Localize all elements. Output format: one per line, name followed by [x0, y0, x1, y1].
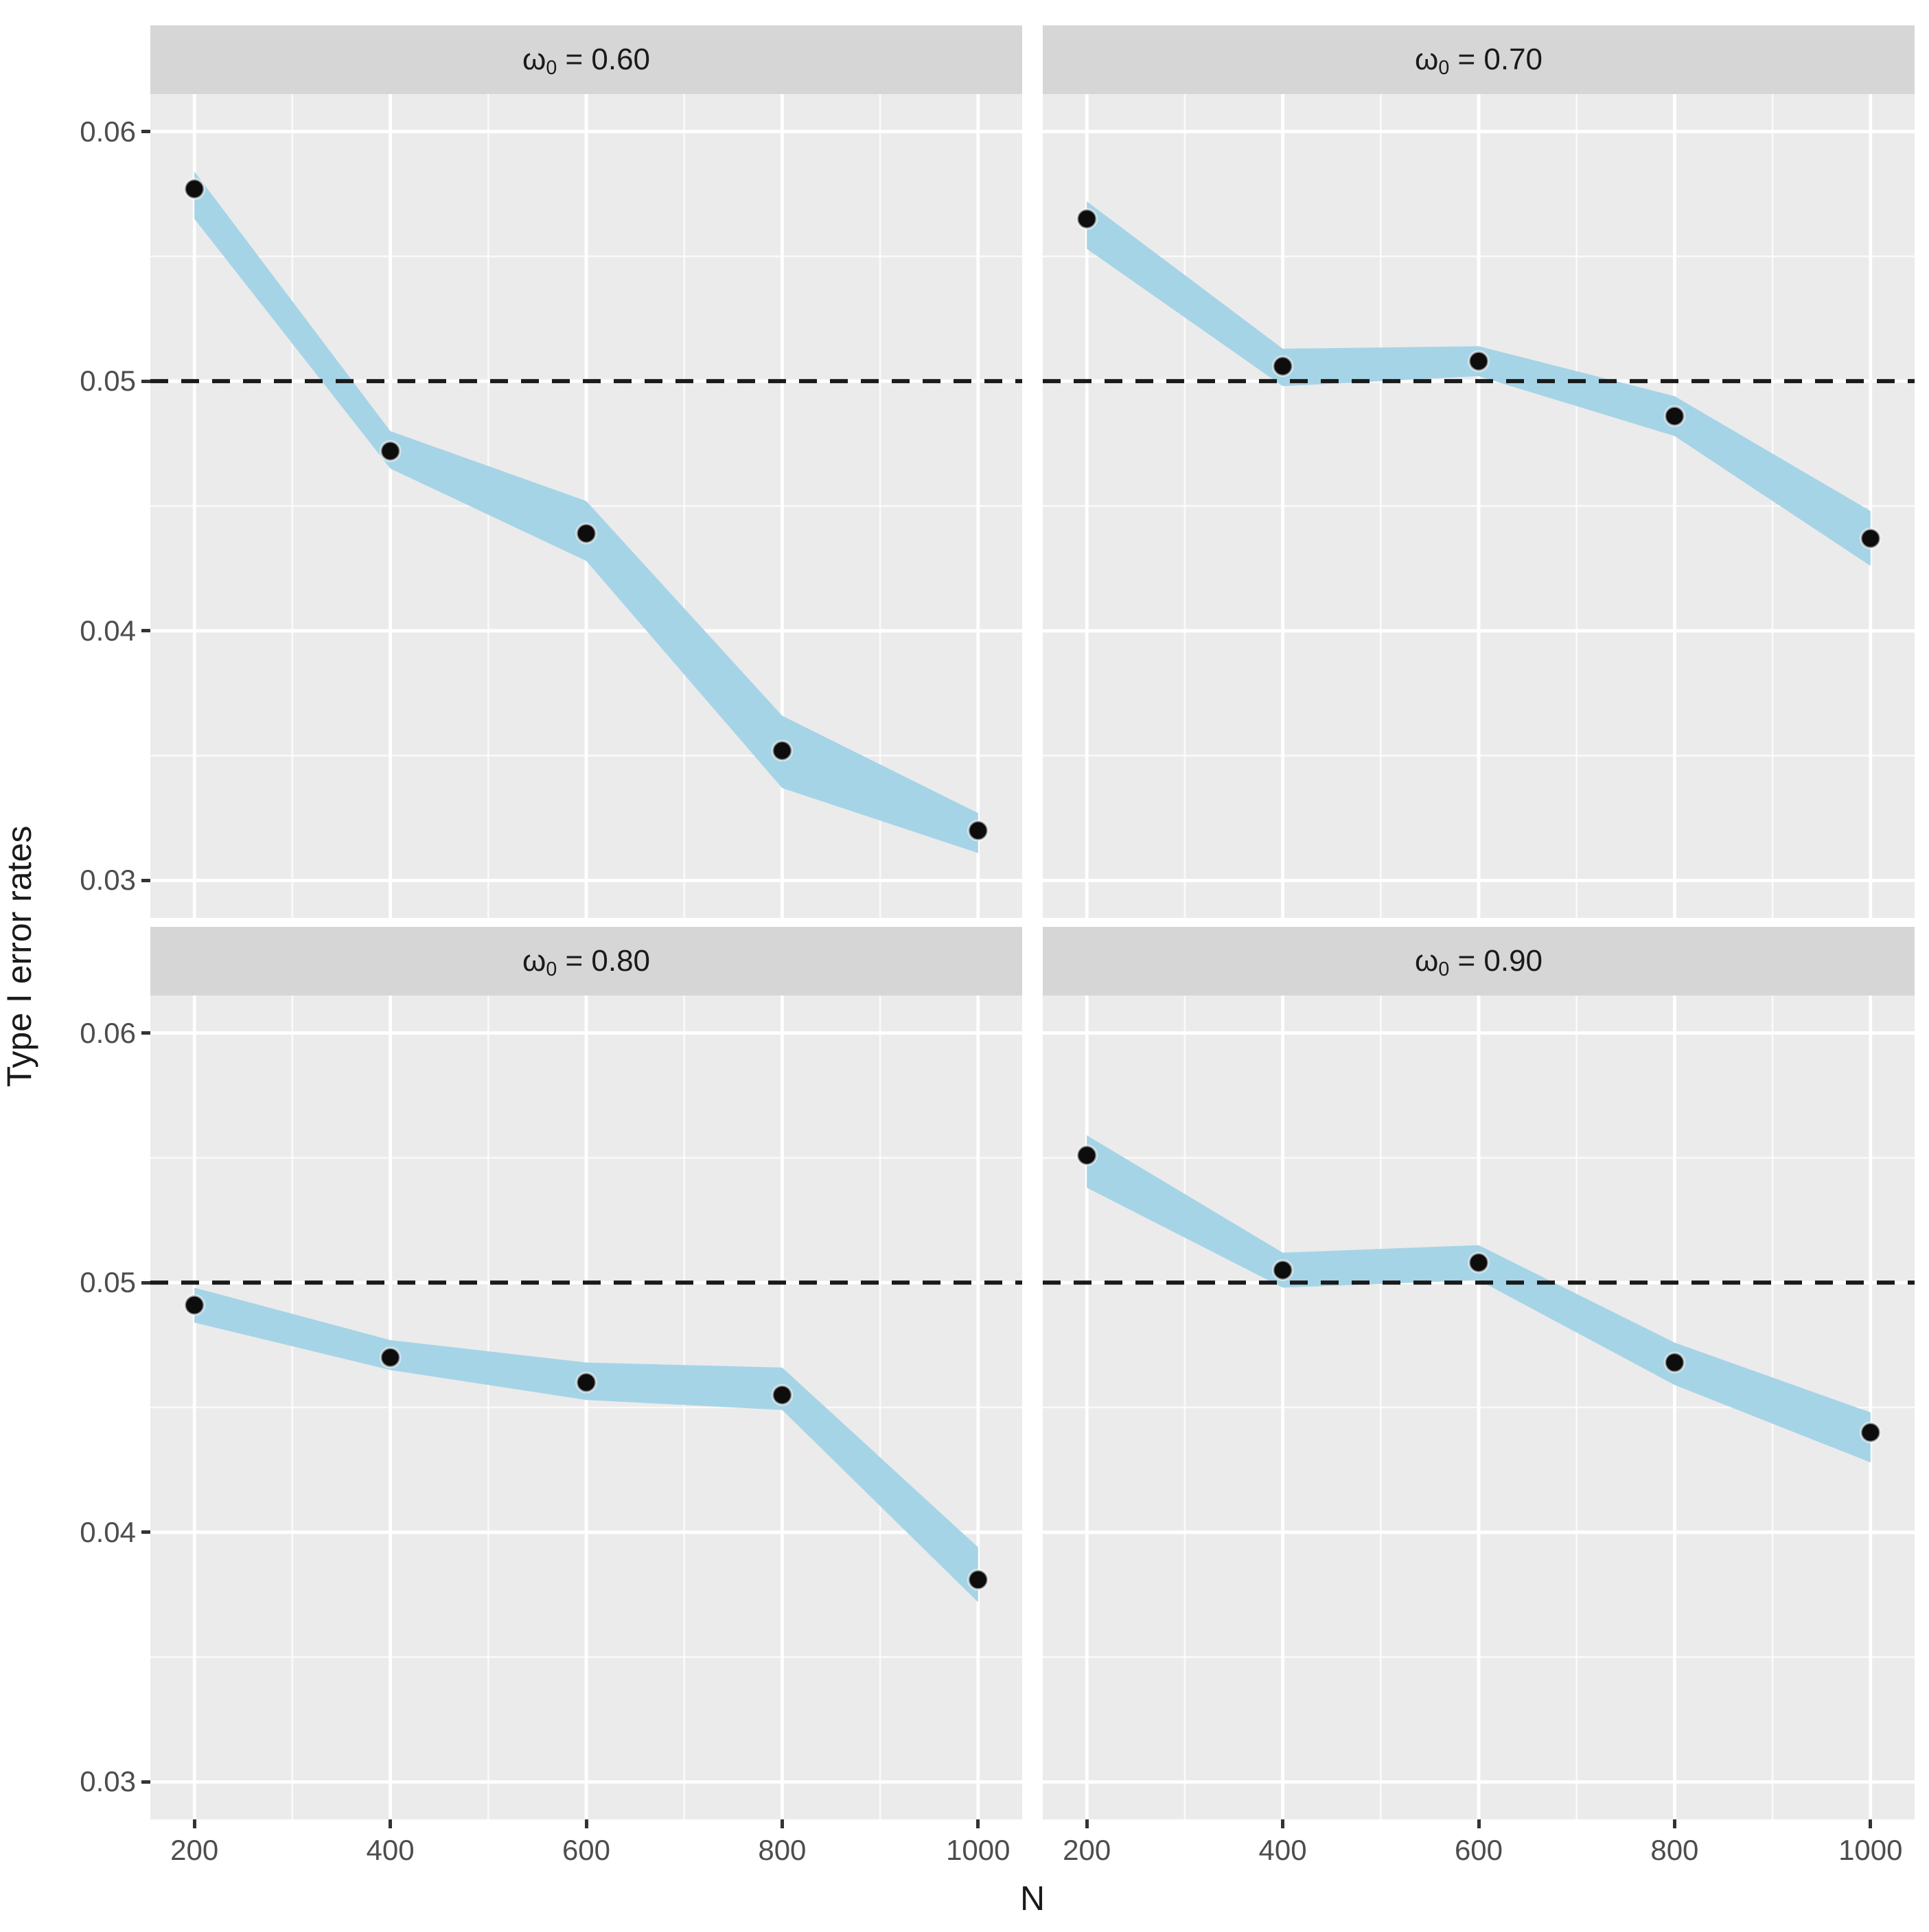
- facet-plot: [150, 996, 1022, 1819]
- data-point: [575, 522, 597, 544]
- facet-strip-omega-090: ω0 = 0.90: [1043, 927, 1915, 996]
- x-tick-label: 400: [366, 1834, 415, 1866]
- x-tick-label: 1000: [946, 1834, 1010, 1866]
- y-tick-mark: [141, 1280, 150, 1285]
- panel-omega-080: [150, 996, 1022, 1819]
- x-tick-label: 600: [1454, 1834, 1503, 1866]
- y-tick-label: 0.05: [80, 365, 136, 398]
- x-tick-mark: [1085, 1819, 1089, 1828]
- confidence-ribbon: [1087, 1135, 1871, 1462]
- x-tick-mark: [1869, 1819, 1873, 1828]
- data-point: [1271, 355, 1294, 378]
- facet-strip-omega-060: ω0 = 0.60: [150, 25, 1022, 94]
- data-point: [1076, 1144, 1098, 1166]
- x-tick-label: 1000: [1838, 1834, 1903, 1866]
- facet-plot: [1043, 94, 1915, 918]
- data-point: [1076, 208, 1098, 230]
- y-tick-label: 0.04: [80, 614, 136, 647]
- x-tick-mark: [389, 1819, 393, 1828]
- x-tick-label: 200: [1063, 1834, 1111, 1866]
- x-tick-mark: [192, 1819, 196, 1828]
- x-axis-title: N: [1019, 1879, 1046, 1918]
- x-tick-label: 600: [562, 1834, 611, 1866]
- x-tick-mark: [1672, 1819, 1676, 1828]
- y-tick-mark: [141, 1780, 150, 1784]
- data-point: [183, 178, 205, 200]
- data-point: [183, 1294, 205, 1316]
- x-tick-label: 800: [758, 1834, 807, 1866]
- x-tick-mark: [1281, 1819, 1285, 1828]
- y-tick-label: 0.03: [80, 1765, 136, 1798]
- data-point: [1860, 527, 1882, 550]
- panel-omega-090: [1043, 996, 1915, 1819]
- facet-plot: [150, 94, 1022, 918]
- facet-strip-label: ω0 = 0.70: [1414, 43, 1543, 80]
- data-point: [1860, 1421, 1882, 1444]
- y-tick-label: 0.06: [80, 1016, 136, 1049]
- x-tick-mark: [976, 1819, 980, 1828]
- x-tick-mark: [1477, 1819, 1481, 1828]
- facet-strip-label: ω0 = 0.90: [1414, 944, 1543, 981]
- confidence-ribbon: [194, 171, 978, 853]
- x-tick-label: 800: [1650, 1834, 1699, 1866]
- facet-strip-omega-080: ω0 = 0.80: [150, 927, 1022, 996]
- data-point: [379, 1346, 402, 1369]
- x-tick-label: 400: [1258, 1834, 1307, 1866]
- x-tick-label: 200: [170, 1834, 219, 1866]
- data-point: [1663, 1351, 1686, 1374]
- y-tick-mark: [141, 1031, 150, 1035]
- data-point: [967, 819, 989, 842]
- data-point: [575, 1371, 597, 1394]
- y-axis-title: Type I error rates: [0, 825, 38, 1088]
- data-point: [1468, 350, 1490, 372]
- x-tick-mark: [584, 1819, 588, 1828]
- y-tick-label: 0.05: [80, 1266, 136, 1299]
- y-tick-label: 0.03: [80, 864, 136, 897]
- y-tick-mark: [141, 379, 150, 383]
- y-tick-label: 0.06: [80, 115, 136, 148]
- facet-strip-label: ω0 = 0.80: [522, 944, 651, 981]
- y-tick-mark: [141, 878, 150, 882]
- panel-omega-060: [150, 94, 1022, 918]
- y-tick-label: 0.04: [80, 1515, 136, 1548]
- y-tick-mark: [141, 130, 150, 134]
- facet-strip-label: ω0 = 0.60: [522, 43, 651, 80]
- data-point: [1663, 405, 1686, 427]
- data-point: [967, 1569, 989, 1591]
- data-point: [1271, 1259, 1294, 1281]
- panel-omega-070: [1043, 94, 1915, 918]
- facet-plot: [1043, 996, 1915, 1819]
- data-point: [1468, 1252, 1490, 1274]
- x-tick-mark: [780, 1819, 784, 1828]
- y-tick-mark: [141, 629, 150, 633]
- data-point: [379, 440, 402, 462]
- facet-strip-omega-070: ω0 = 0.70: [1043, 25, 1915, 94]
- data-point: [771, 1384, 794, 1406]
- data-point: [771, 739, 794, 762]
- y-tick-mark: [141, 1530, 150, 1534]
